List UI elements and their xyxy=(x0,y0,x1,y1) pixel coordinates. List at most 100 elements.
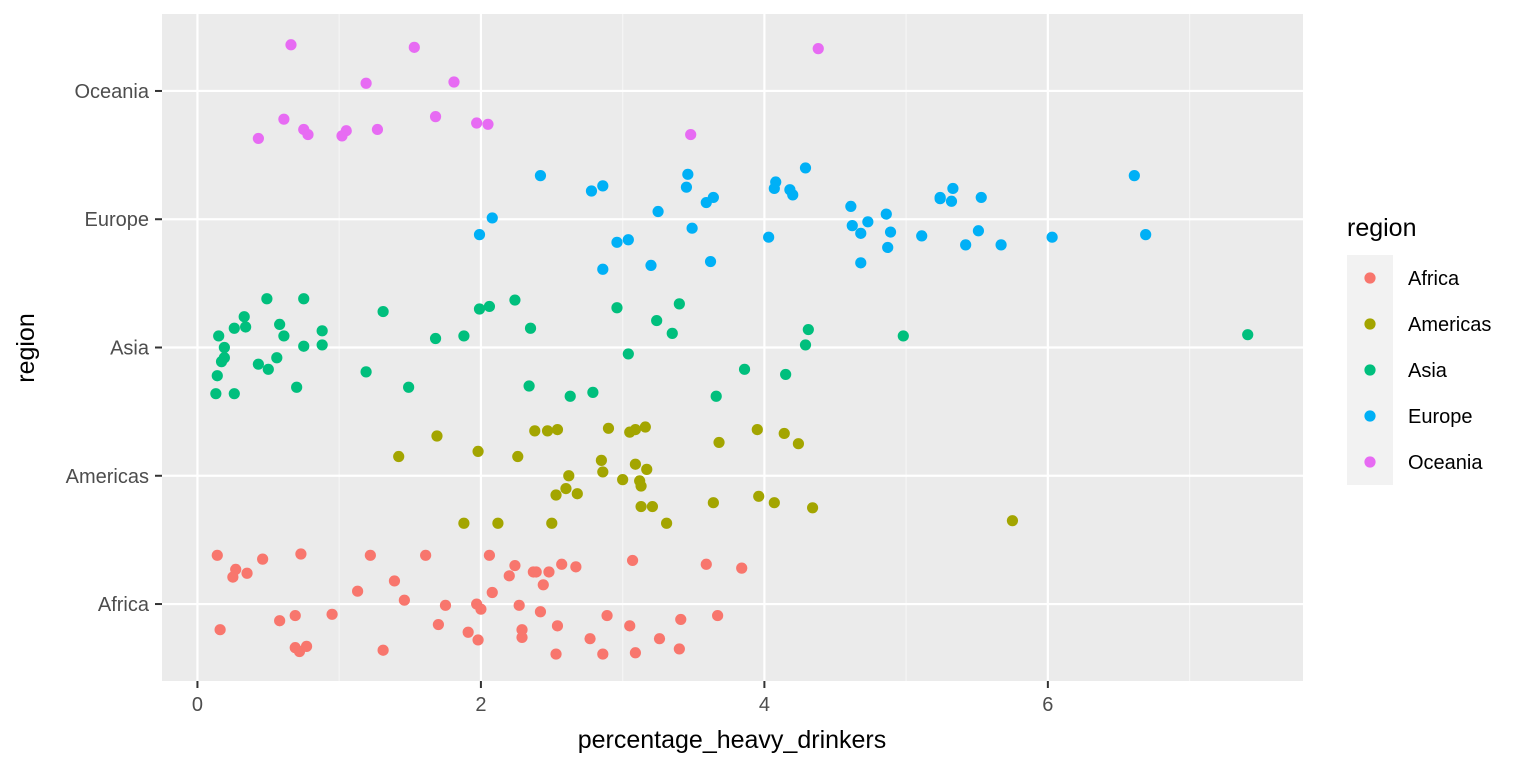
data-point xyxy=(472,634,484,646)
data-point xyxy=(617,474,629,486)
data-point xyxy=(551,620,564,632)
data-point xyxy=(300,640,313,652)
data-point xyxy=(611,236,623,248)
data-point xyxy=(641,463,653,475)
data-point xyxy=(882,241,894,254)
data-point xyxy=(352,585,364,597)
data-point xyxy=(240,321,252,333)
data-point xyxy=(550,648,562,660)
data-point xyxy=(780,368,792,381)
data-point xyxy=(274,615,286,627)
data-point xyxy=(291,381,303,393)
data-point xyxy=(228,322,240,334)
data-point xyxy=(611,302,623,314)
data-point xyxy=(458,330,470,342)
y-axis-title: region xyxy=(12,313,40,383)
data-points xyxy=(210,39,1254,660)
data-point xyxy=(712,609,724,622)
data-point xyxy=(792,438,805,450)
data-point xyxy=(947,182,959,195)
data-point xyxy=(211,370,223,382)
legend-label: Europe xyxy=(1408,406,1473,428)
data-point xyxy=(652,205,664,218)
legend-key xyxy=(1364,456,1376,468)
data-point xyxy=(1046,231,1058,243)
data-point xyxy=(271,352,283,364)
legend-key xyxy=(1364,364,1376,376)
data-point xyxy=(1140,229,1152,241)
data-point xyxy=(666,327,678,339)
data-point xyxy=(483,549,496,561)
data-point xyxy=(622,234,634,246)
data-point xyxy=(673,298,685,310)
data-point xyxy=(624,620,636,632)
data-point xyxy=(482,118,494,130)
legend-label: Africa xyxy=(1408,268,1460,290)
data-point xyxy=(516,631,528,643)
data-point xyxy=(486,212,498,224)
data-point xyxy=(393,450,405,463)
legend-title: region xyxy=(1347,214,1417,242)
data-point xyxy=(812,43,824,55)
data-point xyxy=(550,489,562,501)
data-point xyxy=(420,549,432,561)
data-point xyxy=(512,450,524,463)
data-point xyxy=(601,609,613,622)
data-point xyxy=(523,380,535,392)
data-point xyxy=(241,567,253,579)
data-point xyxy=(448,76,460,88)
data-point xyxy=(228,388,240,400)
data-point xyxy=(846,220,858,232)
data-point xyxy=(916,230,928,242)
legend-label: Americas xyxy=(1408,314,1491,336)
data-point xyxy=(1006,515,1019,527)
data-point xyxy=(473,229,486,241)
data-point xyxy=(257,553,269,565)
data-point xyxy=(1242,329,1254,341)
data-point xyxy=(897,330,909,342)
data-point xyxy=(602,422,615,434)
data-point xyxy=(945,195,958,207)
data-point xyxy=(626,554,639,567)
data-point xyxy=(660,517,673,529)
data-point xyxy=(685,128,697,141)
data-point xyxy=(629,423,642,436)
data-point xyxy=(213,330,225,342)
data-point xyxy=(261,293,273,305)
data-point xyxy=(960,239,972,251)
data-point xyxy=(429,332,442,345)
data-point xyxy=(700,558,712,570)
y-tick-label: Oceania xyxy=(75,81,150,103)
data-point xyxy=(564,390,576,402)
data-point xyxy=(707,191,719,204)
legend: region Africa Americas Asia Europe Oceania xyxy=(1347,214,1491,485)
data-point xyxy=(503,570,515,582)
data-point xyxy=(571,488,583,500)
data-point xyxy=(509,559,521,572)
data-point xyxy=(880,208,892,220)
data-point xyxy=(360,366,372,378)
data-point xyxy=(635,480,647,492)
data-point xyxy=(645,259,657,272)
data-point xyxy=(585,185,598,197)
y-tick-label: Europe xyxy=(85,209,150,231)
data-point xyxy=(516,624,528,636)
data-point xyxy=(597,263,609,275)
data-point xyxy=(770,176,782,188)
x-tick-label: 0 xyxy=(192,694,203,716)
data-point xyxy=(278,330,290,342)
data-point xyxy=(855,227,867,239)
data-point xyxy=(845,200,857,213)
data-point xyxy=(570,561,582,573)
data-point xyxy=(403,381,415,393)
data-point xyxy=(597,648,609,660)
data-point xyxy=(622,348,634,360)
data-point xyxy=(543,566,555,578)
data-point xyxy=(360,77,372,89)
data-point xyxy=(862,216,874,228)
data-point xyxy=(884,226,897,238)
data-point xyxy=(686,222,698,234)
data-point xyxy=(432,618,444,631)
data-point xyxy=(252,132,264,145)
data-point xyxy=(398,594,410,606)
